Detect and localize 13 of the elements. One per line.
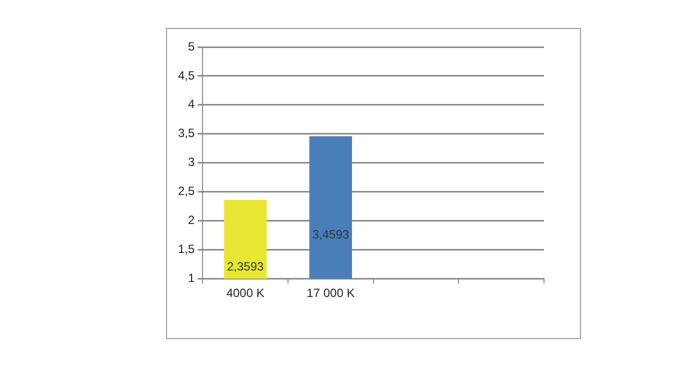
- y-tick-label: 4: [188, 97, 195, 112]
- y-tick-label: 5: [188, 39, 195, 54]
- y-tick-label: 1: [188, 270, 195, 285]
- y-tick-label: 2: [188, 213, 195, 228]
- data-label: 2,3593: [226, 260, 264, 274]
- y-tick-label: 3: [188, 155, 195, 170]
- y-tick-label: 2,5: [178, 184, 195, 198]
- y-tick-label: 4,5: [178, 68, 195, 82]
- y-tick-label: 1,5: [178, 242, 195, 256]
- x-tick-label: 17 000 K: [306, 286, 355, 300]
- data-label: 3,4593: [312, 228, 350, 242]
- x-tick-label: 4000 K: [226, 286, 264, 300]
- y-tick-label: 3,5: [178, 126, 195, 140]
